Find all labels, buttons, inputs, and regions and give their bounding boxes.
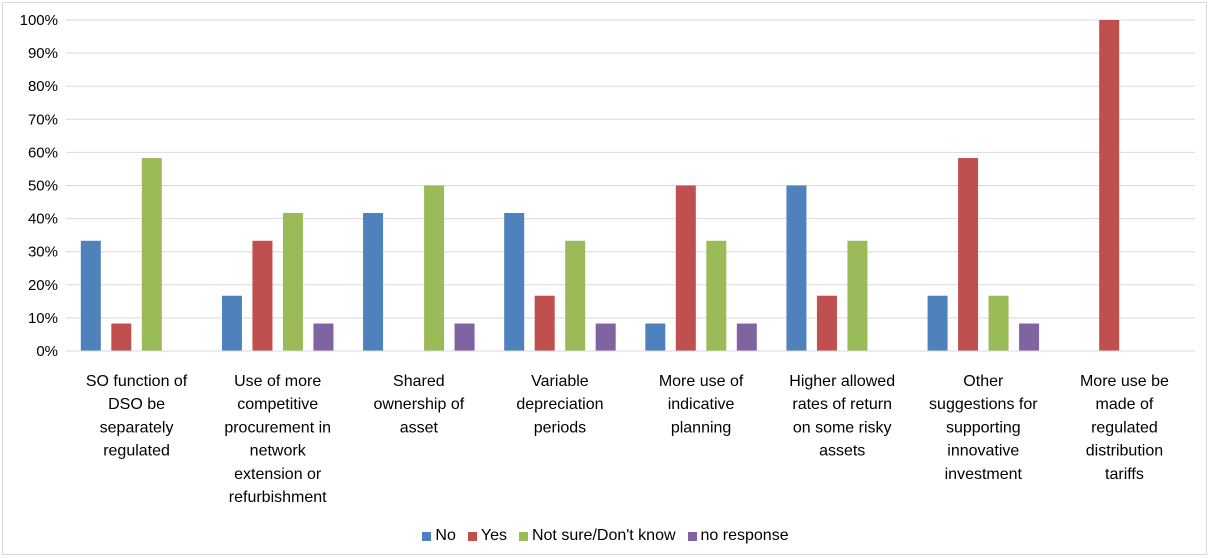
bar-no [786, 185, 807, 351]
y-tick-label: 50% [28, 178, 58, 195]
y-tick-label: 70% [28, 111, 58, 128]
x-category-label: Higher allowed rates of return on some ris… [789, 373, 895, 460]
bar-no [645, 323, 666, 351]
y-tick-label: 30% [28, 244, 58, 261]
x-category-label: More use of indicative planning [659, 373, 744, 436]
legend-swatch [518, 531, 528, 541]
bar-yes [534, 295, 555, 351]
y-axis-tick-labels: 0% 10% 20% 30% 40% 50% 60% 70% 80% 90% 100% [20, 12, 58, 360]
legend-item: no response [687, 527, 789, 545]
legend: No Yes Not sure/Don't know no response [0, 527, 1211, 545]
legend-label: No [435, 527, 456, 544]
bar-not-sure-don-t-know [988, 295, 1009, 351]
legend-label: no response [700, 527, 789, 544]
y-tick-label: 0% [36, 343, 58, 360]
x-category-label: SO function of DSO be separately regulated [86, 373, 188, 460]
x-axis-category-labels: SO function of DSO be separately regulated U… [86, 373, 1169, 506]
bar-not-sure-don-t-know [141, 158, 162, 351]
gridlines [66, 19, 1195, 319]
bar-not-sure-don-t-know [282, 212, 303, 351]
bar-no [80, 240, 101, 351]
bar-yes [252, 240, 273, 351]
y-tick-label: 60% [28, 144, 58, 161]
bar-yes [958, 158, 979, 351]
bar-yes [111, 323, 132, 351]
bars [80, 20, 1120, 351]
legend-item: Not sure/Don't know [518, 527, 676, 545]
y-tick-label: 100% [20, 12, 58, 29]
bar-not-sure-don-t-know [424, 185, 445, 351]
bar-yes [675, 185, 696, 351]
bar-not-sure-don-t-know [565, 240, 586, 351]
bar-no [221, 295, 242, 351]
legend-label: Yes [480, 527, 507, 544]
y-tick-label: 40% [28, 211, 58, 228]
bar-no-response [1019, 323, 1040, 351]
x-category-label: More use be made of regulated distribution t… [1080, 373, 1169, 483]
bar-not-sure-don-t-know [847, 240, 868, 351]
y-tick-label: 80% [28, 78, 58, 95]
legend-label: Not sure/Don't know [531, 527, 676, 544]
y-tick-label: 10% [28, 310, 58, 327]
bar-no-response [454, 323, 475, 351]
legend-swatch [687, 531, 697, 541]
bar-no-response [595, 323, 616, 351]
x-category-label: Variable depreciation periods [516, 373, 603, 436]
x-category-label: Other suggestions for supporting innovative… [929, 373, 1038, 483]
legend-swatch [467, 531, 477, 541]
x-category-label: Use of more competitive procurement in netw… [224, 373, 331, 506]
legend-item: No [422, 527, 456, 545]
bar-not-sure-don-t-know [706, 240, 727, 351]
y-tick-label: 90% [28, 45, 58, 62]
bar-yes [816, 295, 837, 351]
legend-item: Yes [467, 527, 507, 545]
x-category-label: Shared ownership of asset [373, 373, 464, 436]
legend-swatch [422, 531, 432, 541]
bar-no [927, 295, 948, 351]
y-tick-label: 20% [28, 277, 58, 294]
bar-no-response [313, 323, 334, 351]
bar-yes [1099, 20, 1120, 351]
bar-no [363, 212, 384, 351]
bar-no-response [736, 323, 757, 351]
bar-no [504, 212, 525, 351]
